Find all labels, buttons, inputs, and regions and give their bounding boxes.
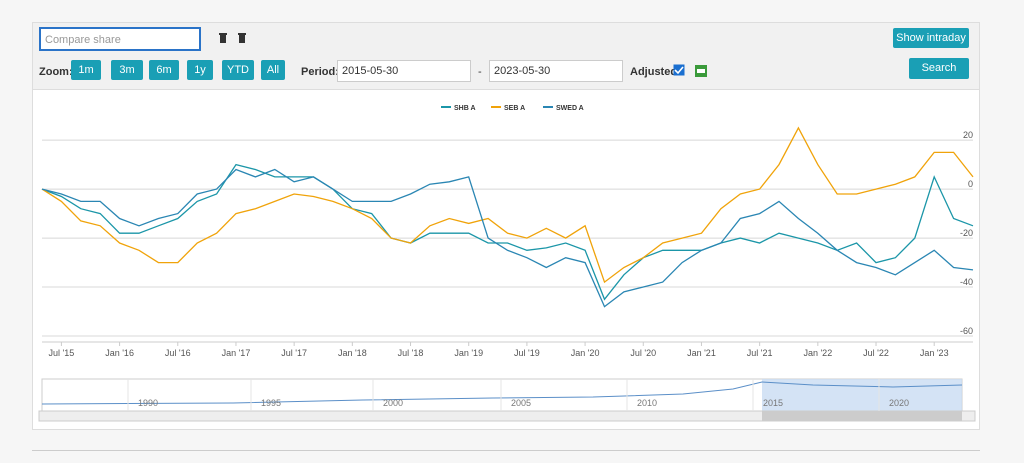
navigator-year: 1995 <box>261 398 281 408</box>
x-tick-label: Jan '18 <box>338 348 367 358</box>
adjusted-label: Adjusted <box>630 66 678 78</box>
zoom-button[interactable]: 1m <box>71 60 101 80</box>
period-separator: - <box>478 66 482 78</box>
x-tick-label: Jul '21 <box>747 348 773 358</box>
legend-label: SEB A <box>504 105 525 112</box>
zoom-label: Zoom: <box>39 66 73 78</box>
series-line <box>41 126 974 284</box>
divider <box>32 450 980 451</box>
adjusted-checkbox[interactable] <box>673 64 709 78</box>
zoom-button[interactable]: YTD <box>222 60 254 80</box>
x-tick-label: Jul '17 <box>281 348 307 358</box>
period-from[interactable]: 2015-05-30 <box>337 60 471 82</box>
navigator-year: 2000 <box>383 398 403 408</box>
x-tick-label: Jul '15 <box>49 348 75 358</box>
y-tick-label: 0 <box>968 179 973 189</box>
x-tick-label: Jan '17 <box>222 348 251 358</box>
y-tick-label: -20 <box>960 228 973 238</box>
x-tick-label: Jul '18 <box>398 348 424 358</box>
x-tick-label: Jan '20 <box>571 348 600 358</box>
scrollbar[interactable] <box>38 410 976 422</box>
x-tick-label: Jul '19 <box>514 348 540 358</box>
zoom-button[interactable]: 3m <box>111 60 143 80</box>
x-tick-label: Jan '21 <box>687 348 716 358</box>
x-tick-label: Jan '16 <box>105 348 134 358</box>
chart: 20 0 -20 -40 -60 Jul '15 Jan '16 Jul '16 Jan '17… <box>38 105 976 422</box>
y-tick-label: 20 <box>963 130 973 140</box>
navigator-line <box>41 381 963 405</box>
search-button[interactable]: Search <box>909 58 969 79</box>
x-tick-label: Jul '20 <box>630 348 656 358</box>
compare-input[interactable]: Compare share <box>39 27 201 51</box>
period-label: Period: <box>301 66 339 78</box>
x-tick-label: Jul '22 <box>863 348 889 358</box>
navigator-year: 2020 <box>889 398 909 408</box>
y-tick-label: -40 <box>960 277 973 287</box>
chart-panel: Compare share Show intraday Zoom: 1m 3m 6m… <box>32 22 980 430</box>
navigator-year: 2010 <box>637 398 657 408</box>
toolbar: Compare share Show intraday Zoom: 1m 3m 6m… <box>33 23 979 90</box>
navigator-year: 2005 <box>511 398 531 408</box>
zoom-button[interactable]: All <box>261 60 285 80</box>
zoom-button[interactable]: 6m <box>149 60 179 80</box>
legend-label: SHB A <box>454 105 476 112</box>
y-tick-label: -60 <box>960 326 973 336</box>
scrollbar-thumb[interactable] <box>762 411 962 421</box>
series-line <box>41 168 974 308</box>
series-line <box>41 163 974 301</box>
zoom-button[interactable]: 1y <box>187 60 213 80</box>
x-tick-label: Jan '23 <box>920 348 949 358</box>
period-to[interactable]: 2023-05-30 <box>489 60 623 82</box>
delete-icons[interactable] <box>219 33 249 45</box>
x-tick-label: Jul '16 <box>165 348 191 358</box>
x-tick-label: Jan '22 <box>803 348 832 358</box>
show-intraday-button[interactable]: Show intraday <box>893 28 969 48</box>
x-tick-label: Jan '19 <box>454 348 483 358</box>
navigator-year: 2015 <box>763 398 783 408</box>
legend-label: SWED A <box>556 105 584 112</box>
navigator-year: 1990 <box>138 398 158 408</box>
